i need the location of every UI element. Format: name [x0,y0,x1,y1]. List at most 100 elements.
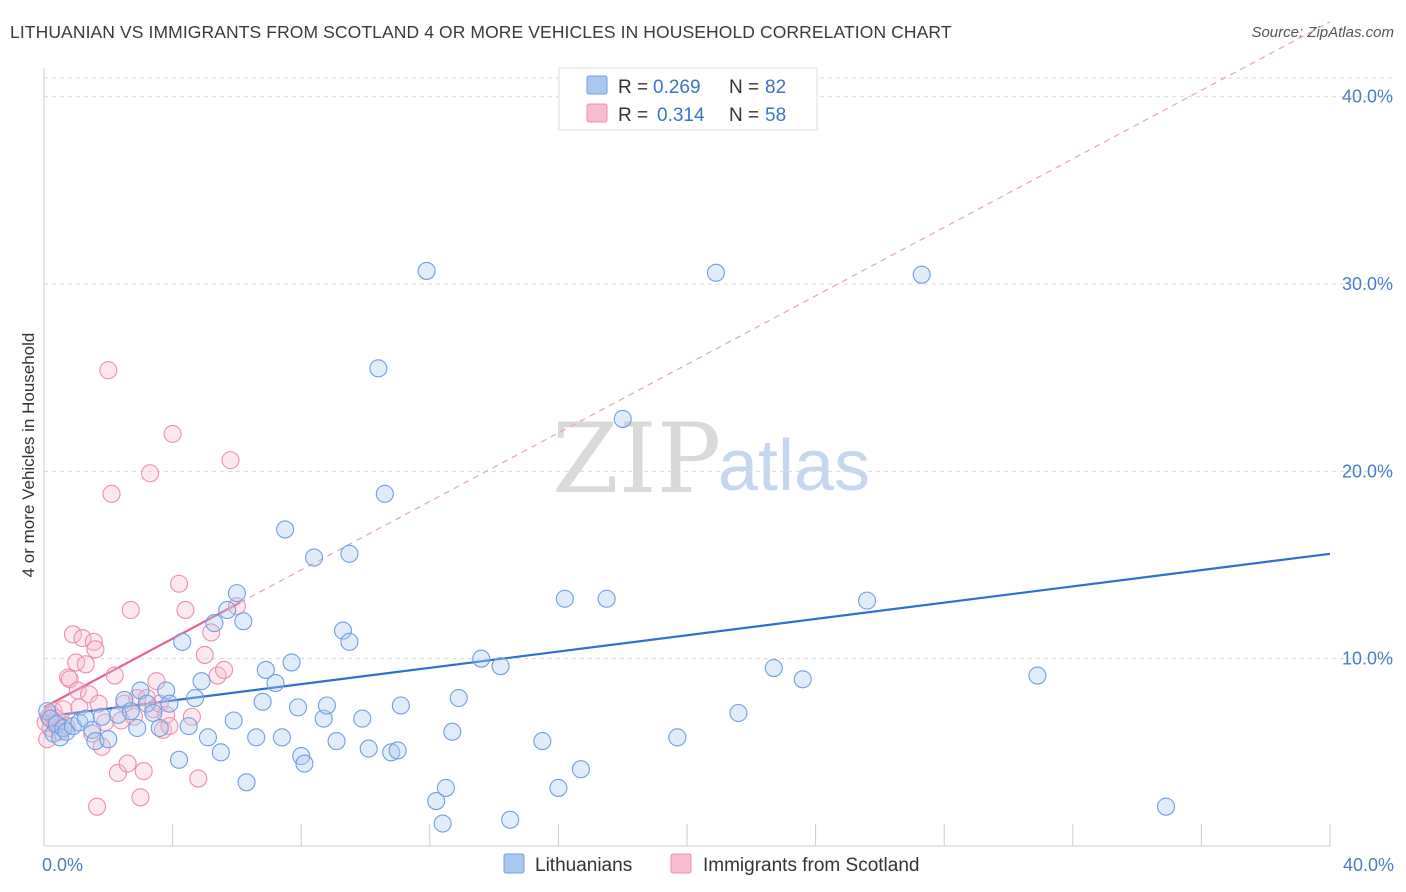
data-point-immigrants-from-scotland [189,769,208,788]
legend-swatch-lithuanians [586,75,608,95]
data-point-lithuanians [121,702,140,721]
data-point-lithuanians [266,673,285,693]
data-point-lithuanians [388,741,407,760]
data-point-immigrants-from-scotland [73,629,92,648]
data-point-lithuanians [555,589,574,608]
data-point-lithuanians [173,632,192,651]
data-point-lithuanians [549,778,568,797]
data-point-lithuanians [186,688,205,708]
data-point-lithuanians [427,791,446,811]
data-point-lithuanians [369,359,388,378]
chart-title: LITHUANIAN VS IMMIGRANTS FROM SCOTLAND 4… [10,22,952,42]
data-point-immigrants-from-scotland [121,600,140,620]
data-point-immigrants-from-scotland [86,640,105,659]
data-point-immigrants-from-scotland [169,574,189,593]
data-point-lithuanians [449,688,468,708]
data-point-lithuanians [305,548,324,567]
watermark-zip: ZIP [552,403,721,515]
y-axis-label: 4 or more Vehicles in Household [19,333,38,578]
data-point-immigrants-from-scotland [163,424,182,443]
data-point-lithuanians [224,711,243,730]
data-point-lithuanians [764,658,783,678]
data-point-lithuanians [160,694,179,713]
data-point-lithuanians [150,718,169,738]
data-point-lithuanians [912,265,931,284]
data-point-lithuanians [501,810,520,829]
data-point-lithuanians [144,703,163,723]
data-point-immigrants-from-scotland [195,645,214,664]
legend-n-label: N = [729,77,759,98]
data-point-lithuanians [227,584,246,603]
axes [43,68,1331,847]
x-tick-label: 0.0% [42,855,83,875]
data-point-lithuanians [198,728,218,747]
data-point-immigrants-from-scotland [108,763,127,782]
watermark-atlas: atlas [718,426,870,506]
data-point-lithuanians [282,653,301,672]
data-point-lithuanians [247,728,266,747]
data-point-lithuanians [192,672,211,691]
data-point-lithuanians [99,730,118,749]
trend-line-lithuanians [43,552,1331,718]
y-tick-label: 20.0% [1342,461,1393,481]
data-point-lithuanians [382,743,401,762]
data-point-lithuanians [340,544,359,563]
data-point-immigrants-from-scotland [63,625,82,644]
legend-swatch-immigrants-from-scotland [670,853,692,874]
source-label: Source: ZipAtlas.com [1251,24,1394,41]
data-point-lithuanians [211,743,230,762]
data-point-immigrants-from-scotland [176,600,195,620]
legend-swatch-lithuanians [503,853,525,874]
data-point-lithuanians [597,589,616,608]
data-point-lithuanians [234,612,253,631]
data-point-lithuanians [857,591,877,610]
data-point-immigrants-from-scotland [150,694,169,713]
trend-lines [43,21,1331,718]
data-point-immigrants-from-scotland [141,464,160,483]
data-point-lithuanians [793,670,812,689]
data-point-lithuanians [276,520,295,539]
x-tick-labels: 0.0% 40.0% [42,855,1394,875]
data-point-lithuanians [169,750,189,769]
data-point-immigrants-from-scotland [227,597,246,616]
legend-label-immigrants-from-scotland: Immigrants from Scotland [703,855,919,876]
legend-r-value-lithuanians: 0.269 [653,77,701,98]
data-point-lithuanians [729,703,748,723]
data-point-lithuanians [1028,666,1047,685]
data-point-lithuanians [327,732,346,751]
legend-r-label: R = [618,105,648,126]
y-tick-label: 10.0% [1342,649,1393,669]
data-point-lithuanians [417,261,436,280]
data-point-lithuanians [179,717,198,736]
y-tick-labels: 10.0% 20.0% 30.0% 40.0% [1342,87,1393,669]
data-point-immigrants-from-scotland [79,685,99,704]
series-lithuanians [38,261,1176,833]
data-point-lithuanians [340,632,359,651]
data-point-immigrants-from-scotland [99,361,118,380]
data-point-lithuanians [533,732,552,751]
data-point-lithuanians [272,728,291,747]
data-point-immigrants-from-scotland [147,672,166,691]
data-point-lithuanians [317,696,336,715]
legend-n-value-immigrants-from-scotland: 58 [765,105,786,126]
data-point-lithuanians [375,484,394,503]
data-point-immigrants-from-scotland [105,666,124,685]
data-point-lithuanians [472,649,491,668]
data-point-immigrants-from-scotland [118,754,137,773]
data-point-immigrants-from-scotland [124,707,144,726]
data-point-lithuanians [353,709,372,728]
data-point-lithuanians [205,614,224,633]
data-point-lithuanians [256,660,275,679]
data-point-immigrants-from-scotland [70,698,89,717]
data-point-immigrants-from-scotland [102,484,121,503]
data-point-immigrants-from-scotland [131,788,150,807]
watermark: ZIP atlas [552,403,870,515]
data-point-lithuanians [83,720,102,739]
data-point-immigrants-from-scotland [221,451,240,470]
data-point-lithuanians [288,698,308,717]
correlation-legend: R = 0.269 N = 82 R = 0.314 N = 58 [558,67,818,131]
data-point-lithuanians [391,696,410,715]
data-point-lithuanians [115,690,134,709]
trend-line-immigrants-from-scotland [43,601,241,709]
